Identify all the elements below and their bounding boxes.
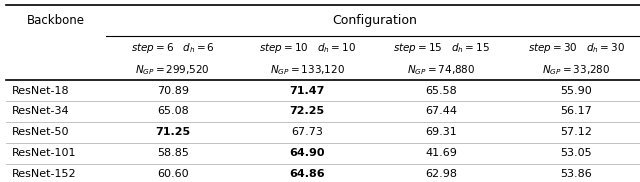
Text: 70.89: 70.89 bbox=[157, 86, 189, 96]
Text: 53.05: 53.05 bbox=[560, 148, 592, 158]
Text: 65.58: 65.58 bbox=[426, 86, 458, 96]
Text: Configuration: Configuration bbox=[332, 14, 417, 27]
Text: $\mathit{N_{GP}}=74{,}880$: $\mathit{N_{GP}}=74{,}880$ bbox=[408, 63, 476, 77]
Text: 57.12: 57.12 bbox=[560, 127, 592, 137]
Text: 41.69: 41.69 bbox=[426, 148, 458, 158]
Text: 56.17: 56.17 bbox=[560, 106, 592, 116]
Text: ResNet-18: ResNet-18 bbox=[12, 86, 69, 96]
Text: 62.98: 62.98 bbox=[426, 169, 458, 179]
Text: 58.85: 58.85 bbox=[157, 148, 189, 158]
Text: 67.73: 67.73 bbox=[291, 127, 323, 137]
Text: $\mathit{N_{GP}}=299{,}520$: $\mathit{N_{GP}}=299{,}520$ bbox=[136, 63, 210, 77]
Text: 69.31: 69.31 bbox=[426, 127, 458, 137]
Text: 67.44: 67.44 bbox=[426, 106, 458, 116]
Text: $\mathit{N_{GP}}=33{,}280$: $\mathit{N_{GP}}=33{,}280$ bbox=[542, 63, 610, 77]
Text: 55.90: 55.90 bbox=[560, 86, 592, 96]
Text: 72.25: 72.25 bbox=[290, 106, 324, 116]
Text: 71.47: 71.47 bbox=[289, 86, 325, 96]
Text: 53.86: 53.86 bbox=[560, 169, 592, 179]
Text: $\mathit{step}=6$   $\mathit{d_h}=6$: $\mathit{step}=6$ $\mathit{d_h}=6$ bbox=[131, 41, 215, 55]
Text: ResNet-152: ResNet-152 bbox=[12, 169, 76, 179]
Text: 60.60: 60.60 bbox=[157, 169, 189, 179]
Text: ResNet-101: ResNet-101 bbox=[12, 148, 76, 158]
Text: $\mathit{step}=15$   $\mathit{d_h}=15$: $\mathit{step}=15$ $\mathit{d_h}=15$ bbox=[393, 41, 490, 55]
Text: ResNet-50: ResNet-50 bbox=[12, 127, 69, 137]
Text: 65.08: 65.08 bbox=[157, 106, 189, 116]
Text: $\mathit{N_{GP}}=133{,}120$: $\mathit{N_{GP}}=133{,}120$ bbox=[269, 63, 345, 77]
Text: $\mathit{step}=30$   $\mathit{d_h}=30$: $\mathit{step}=30$ $\mathit{d_h}=30$ bbox=[527, 41, 625, 55]
Text: ResNet-34: ResNet-34 bbox=[12, 106, 69, 116]
Text: 64.86: 64.86 bbox=[289, 169, 325, 179]
Text: Backbone: Backbone bbox=[27, 14, 85, 27]
Text: 71.25: 71.25 bbox=[156, 127, 190, 137]
Text: $\mathit{step}=10$   $\mathit{d_h}=10$: $\mathit{step}=10$ $\mathit{d_h}=10$ bbox=[259, 41, 356, 55]
Text: 64.90: 64.90 bbox=[289, 148, 325, 158]
